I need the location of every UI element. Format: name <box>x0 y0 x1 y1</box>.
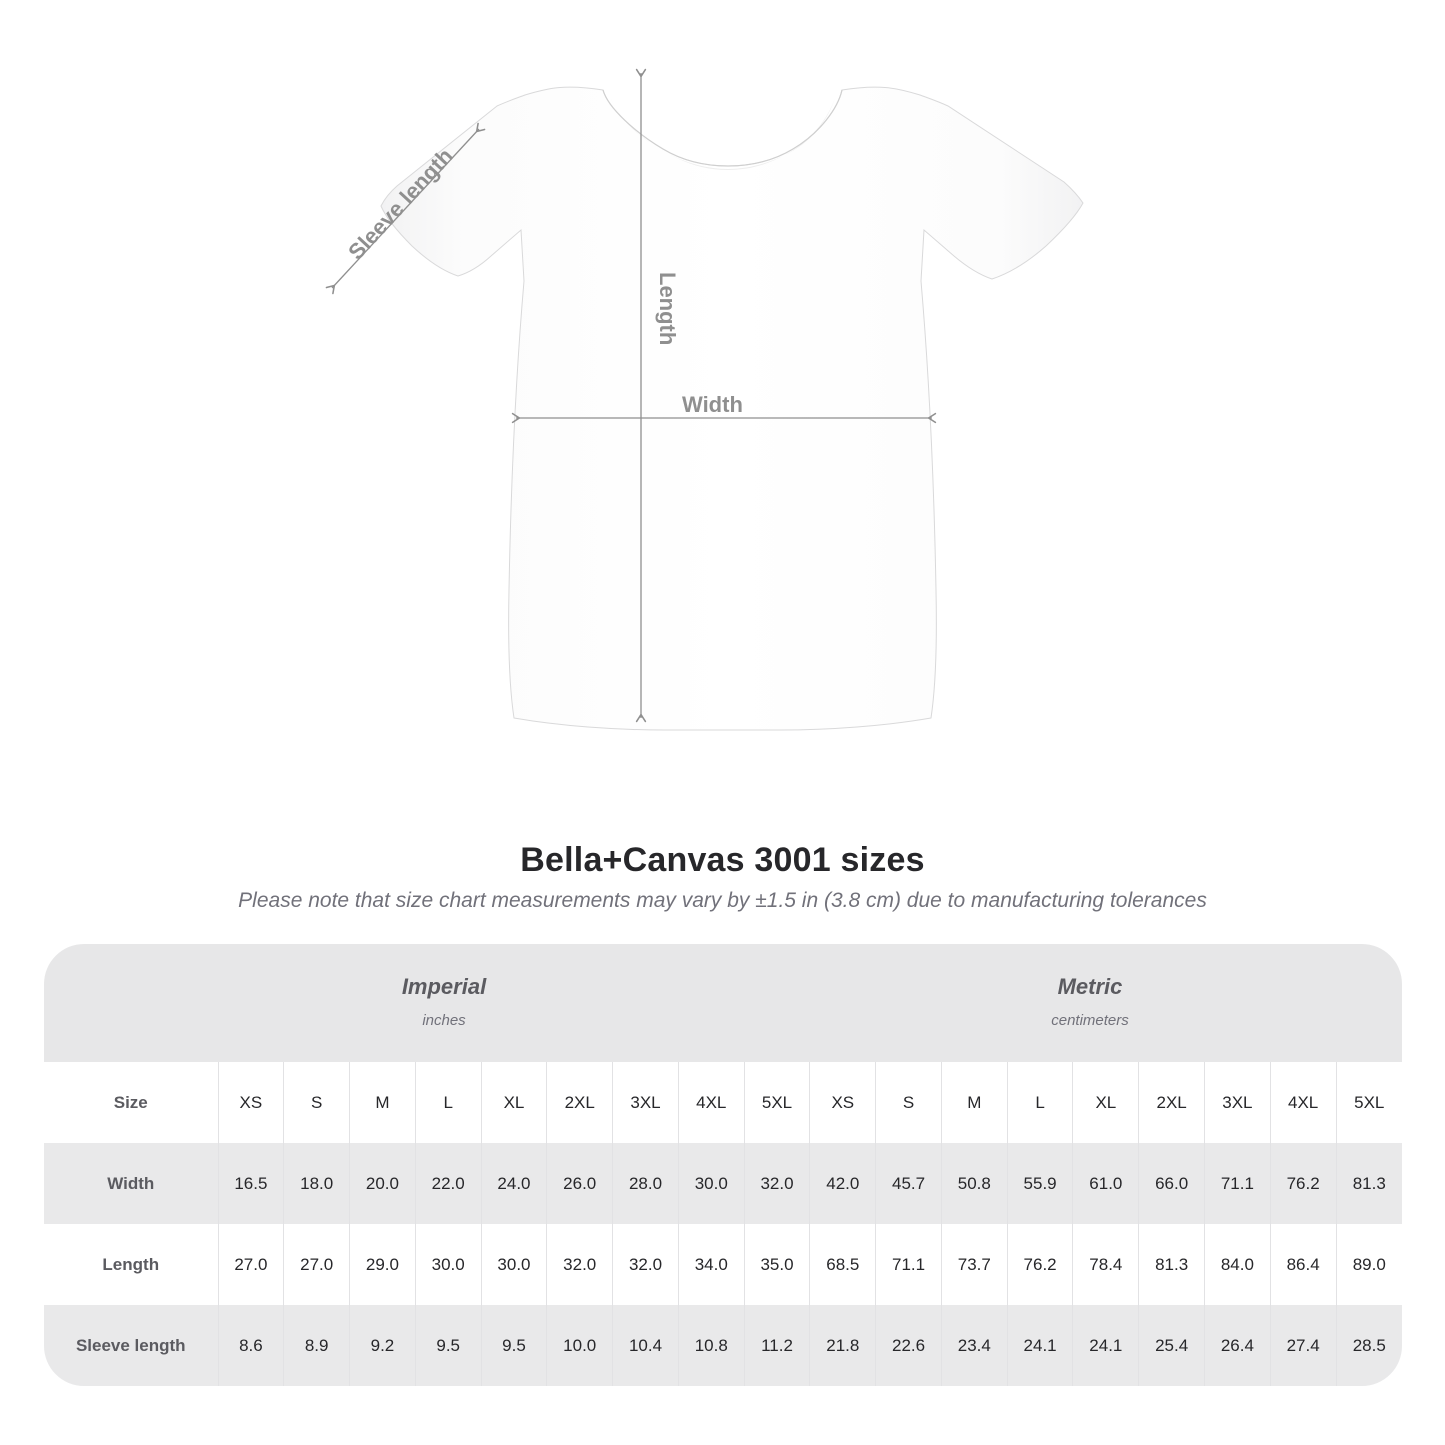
svg-text:Width: Width <box>682 392 743 417</box>
svg-text:Length: Length <box>655 272 680 345</box>
